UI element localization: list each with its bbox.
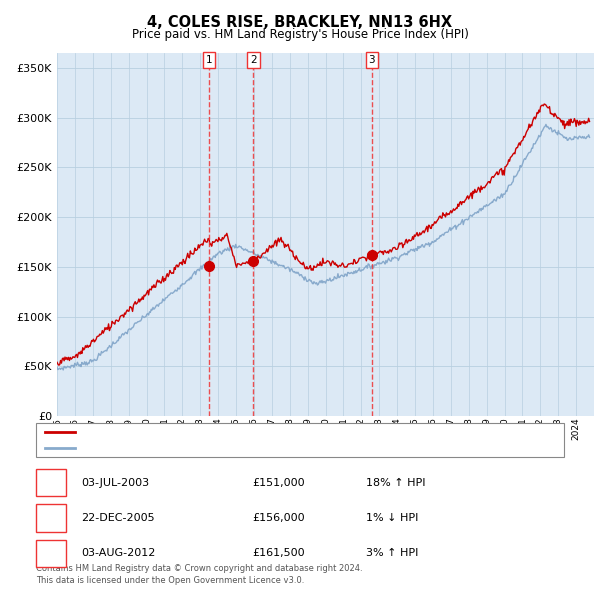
Text: 03-AUG-2012: 03-AUG-2012: [81, 549, 155, 558]
Text: HPI: Average price, semi-detached house, West Northamptonshire: HPI: Average price, semi-detached house,…: [81, 443, 411, 453]
Text: 22-DEC-2005: 22-DEC-2005: [81, 513, 155, 523]
Text: 03-JUL-2003: 03-JUL-2003: [81, 478, 149, 487]
Text: Contains HM Land Registry data © Crown copyright and database right 2024.: Contains HM Land Registry data © Crown c…: [36, 565, 362, 573]
Text: 4, COLES RISE, BRACKLEY, NN13 6HX: 4, COLES RISE, BRACKLEY, NN13 6HX: [148, 15, 452, 30]
Text: Price paid vs. HM Land Registry's House Price Index (HPI): Price paid vs. HM Land Registry's House …: [131, 28, 469, 41]
Text: 4, COLES RISE, BRACKLEY, NN13 6HX (semi-detached house): 4, COLES RISE, BRACKLEY, NN13 6HX (semi-…: [81, 427, 385, 437]
Text: 1: 1: [47, 476, 55, 489]
Text: 3: 3: [47, 547, 55, 560]
Text: 3: 3: [368, 55, 375, 65]
Text: This data is licensed under the Open Government Licence v3.0.: This data is licensed under the Open Gov…: [36, 576, 304, 585]
Text: £151,000: £151,000: [252, 478, 305, 487]
Text: £161,500: £161,500: [252, 549, 305, 558]
Text: 3% ↑ HPI: 3% ↑ HPI: [366, 549, 418, 558]
Text: 1: 1: [206, 55, 212, 65]
Text: 2: 2: [250, 55, 257, 65]
Text: 18% ↑ HPI: 18% ↑ HPI: [366, 478, 425, 487]
Text: £156,000: £156,000: [252, 513, 305, 523]
Text: 2: 2: [47, 512, 55, 525]
Text: 1% ↓ HPI: 1% ↓ HPI: [366, 513, 418, 523]
